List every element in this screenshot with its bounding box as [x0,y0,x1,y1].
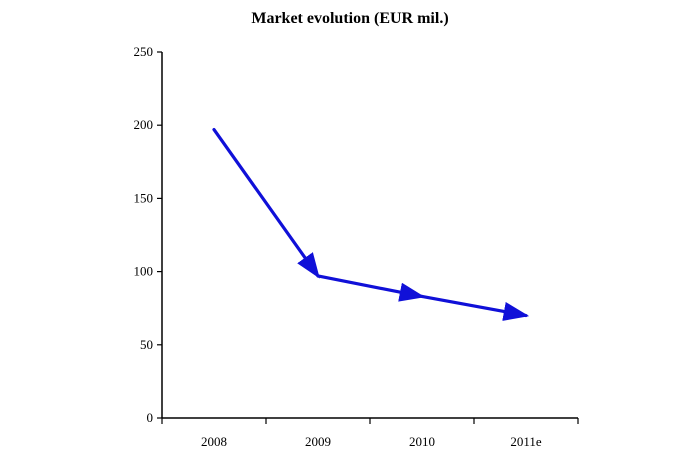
y-tick-label: 100 [134,264,154,279]
x-tick-label: 2009 [305,434,331,449]
x-tick-label: 2008 [201,434,227,449]
x-tick-label: 2011e [510,434,542,449]
y-tick-label: 0 [147,410,154,425]
chart-title: Market evolution (EUR mil.) [251,10,449,27]
y-tick-label: 200 [134,117,154,132]
series-arrow-segment [316,274,426,302]
series-arrows [212,127,530,321]
series-arrow-segment [420,294,530,321]
series-arrow-segment [212,127,320,279]
axes: 0 50 100 150 200 250 2008 2009 2010 2011e [134,44,579,449]
x-tick-label: 2010 [409,434,435,449]
y-tick-label: 150 [134,190,154,205]
y-tick-label: 250 [134,44,154,59]
y-tick-label: 50 [140,337,153,352]
